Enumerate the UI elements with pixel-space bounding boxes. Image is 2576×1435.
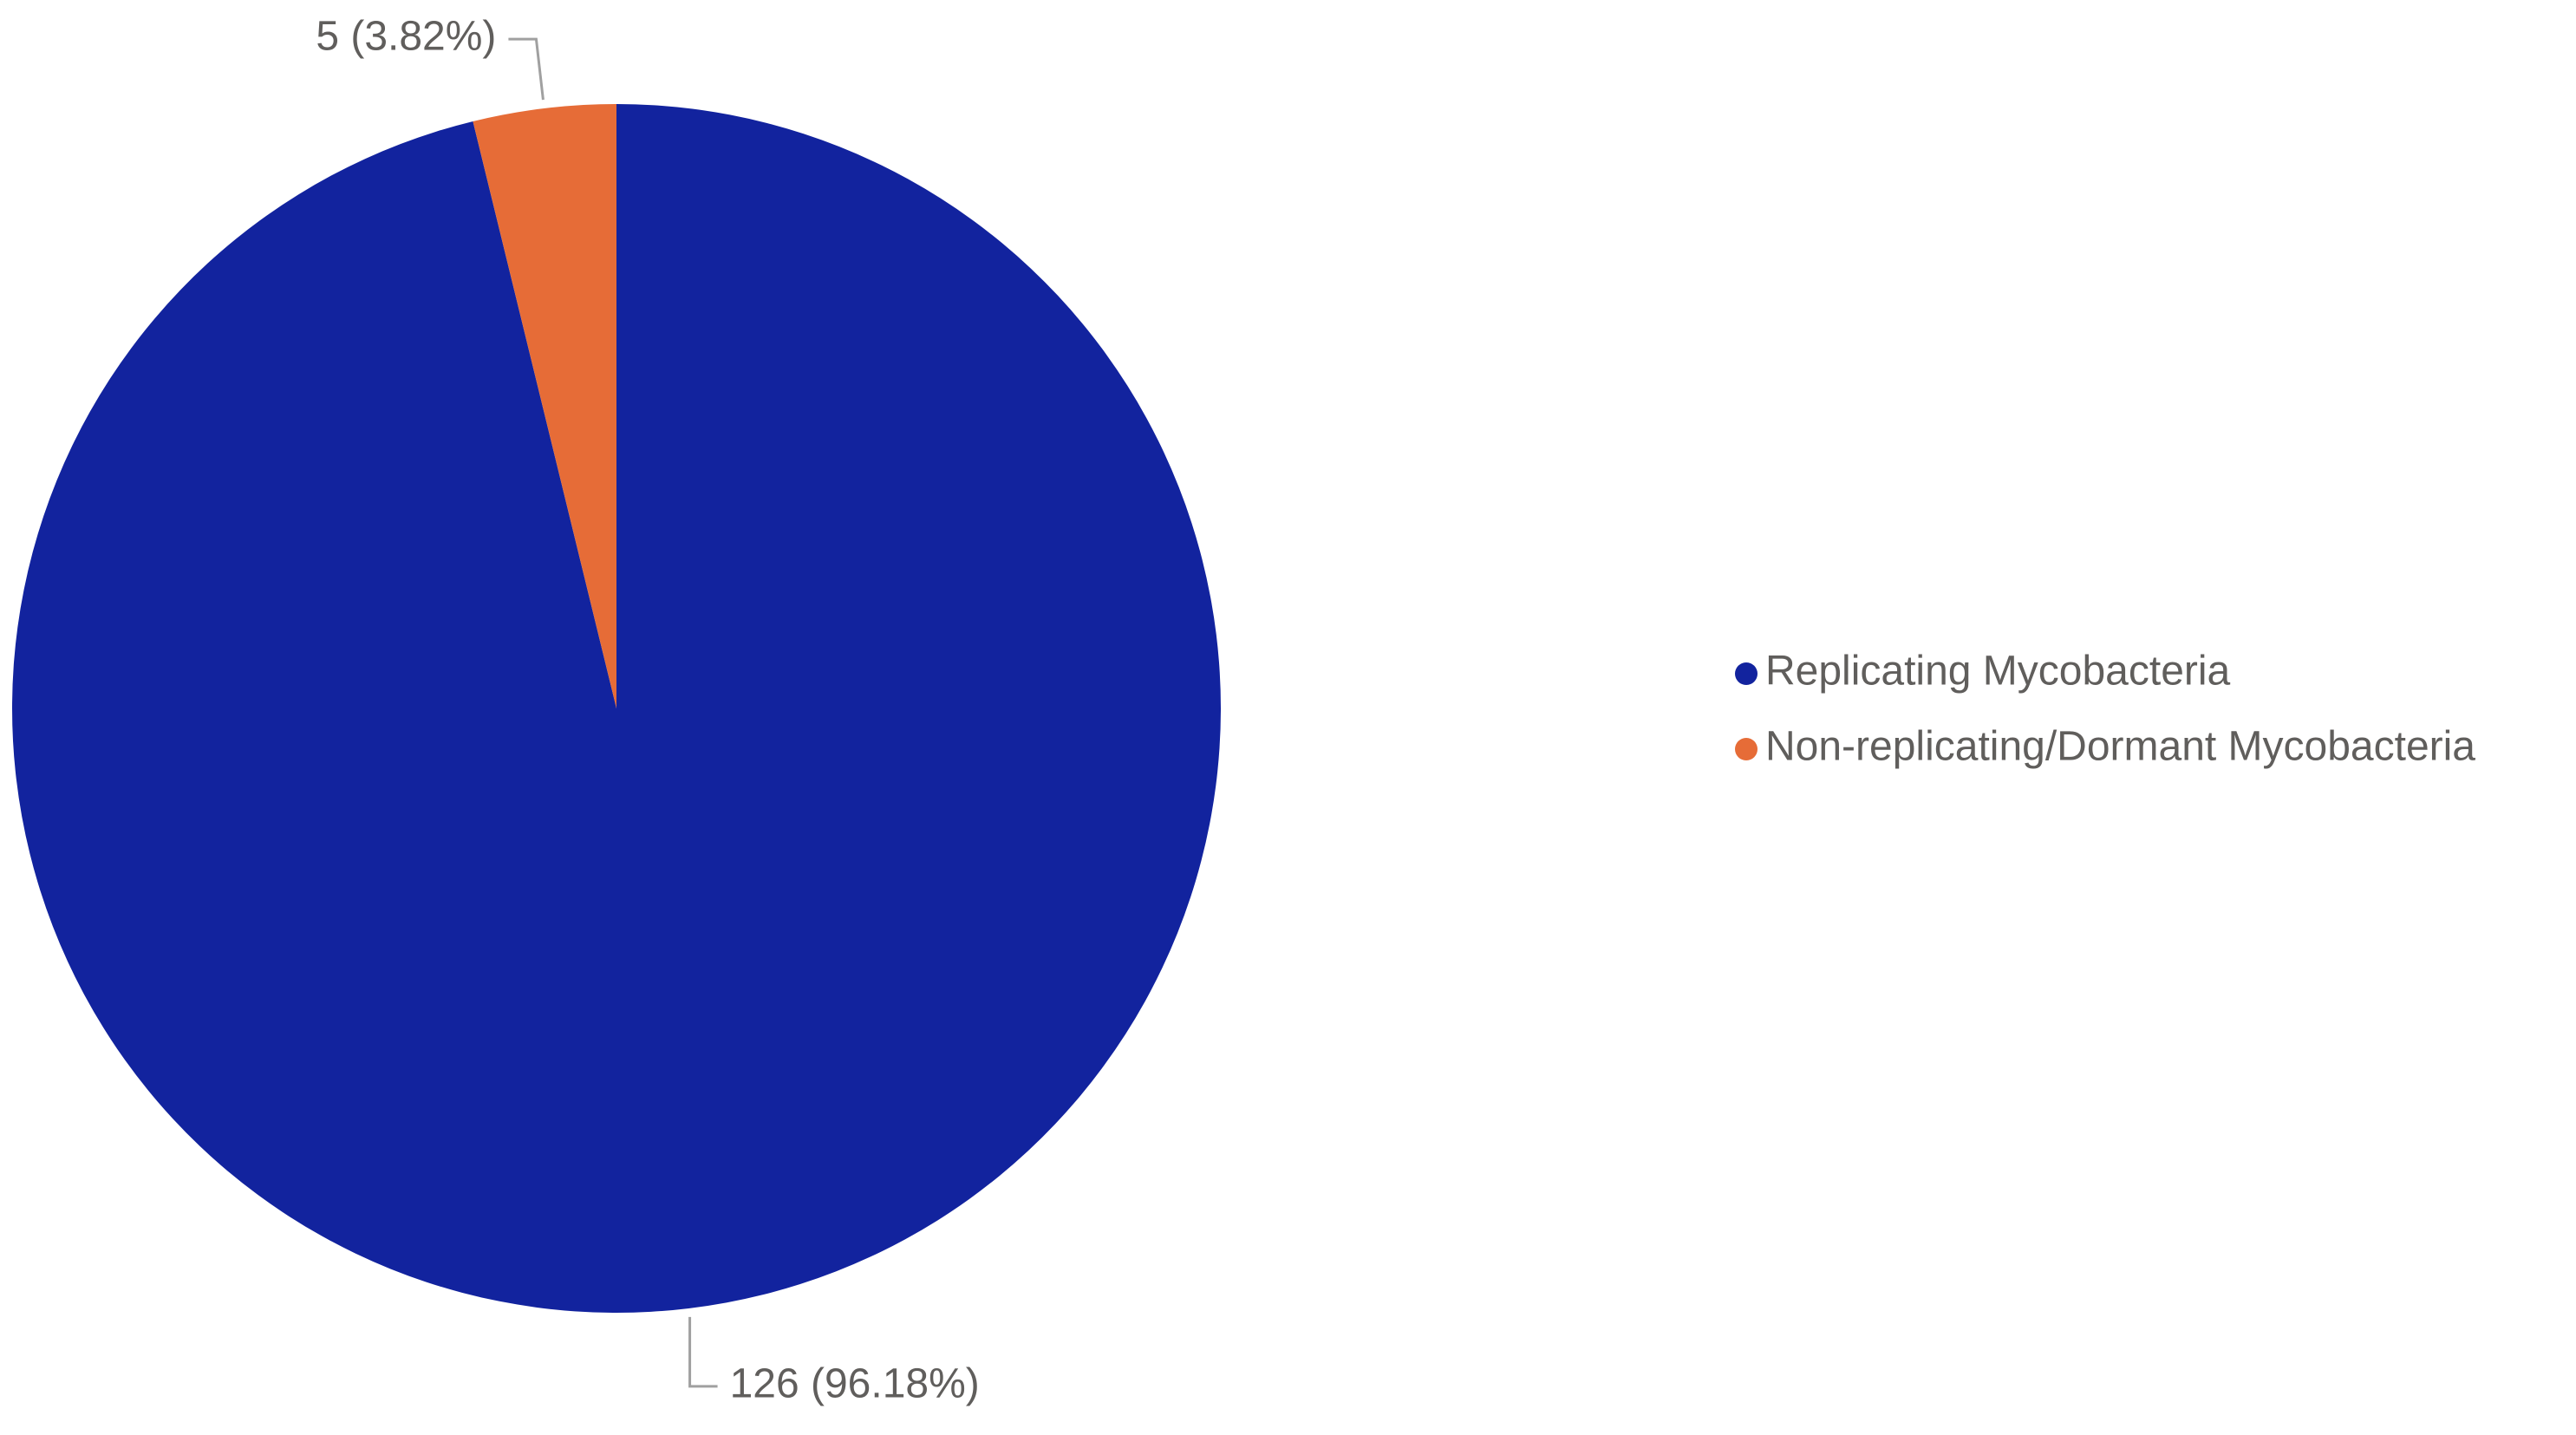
legend-marker — [1735, 662, 1758, 685]
pie-slice — [12, 104, 1222, 1313]
legend-label: Replicating Mycobacteria — [1765, 649, 2231, 695]
legend-label: Non-replicating/Dormant Mycobacteria — [1765, 724, 2475, 770]
data-label: 126 (96.18%) — [730, 1361, 980, 1407]
leader-line — [508, 37, 545, 101]
data-label: 5 (3.82%) — [316, 14, 496, 60]
pie-slice — [473, 104, 616, 708]
legend-marker — [1735, 738, 1758, 760]
leader-line — [688, 1316, 718, 1388]
